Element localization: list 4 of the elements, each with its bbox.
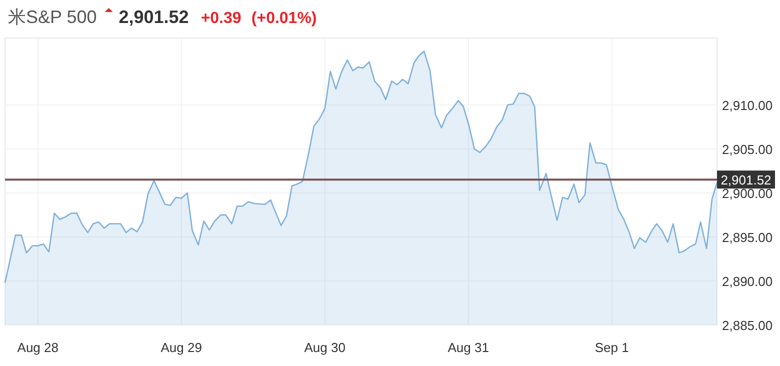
subtitle: 2,901.52 (118, 7, 189, 27)
annotation: (+0.01%) (251, 10, 317, 27)
title: 米S&P 500 (8, 7, 97, 27)
annotation: +0.39 (200, 10, 242, 27)
